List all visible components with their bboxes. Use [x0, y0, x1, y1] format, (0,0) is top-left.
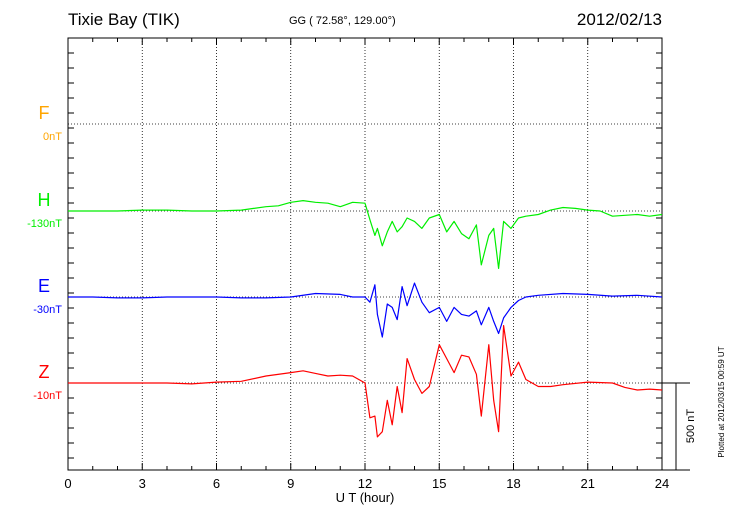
series-line-Z — [68, 325, 663, 438]
grid-lines — [68, 38, 662, 470]
series-line-E — [68, 282, 663, 338]
series-baseline-Z: -10nT — [33, 390, 62, 402]
x-tick-label-6: 6 — [213, 476, 220, 491]
series-label-H: H — [38, 190, 51, 210]
series-label-F: F — [39, 103, 50, 123]
station-coordinates: GG ( 72.58°, 129.00°) — [289, 15, 396, 27]
scale-bar: 500 nT — [662, 382, 697, 471]
plotted-timestamp: Plotted at 2012/03/15 00:59 UT — [717, 346, 726, 457]
series-baseline-F: 0nT — [43, 131, 62, 143]
series-label-E: E — [38, 276, 50, 296]
chart-title: Tixie Bay (TIK) — [68, 10, 180, 29]
axis-ticks — [67, 38, 663, 470]
x-tick-label-12: 12 — [358, 476, 372, 491]
chart-date: 2012/02/13 — [576, 10, 662, 29]
x-tick-label-9: 9 — [287, 476, 294, 491]
x-tick-label-3: 3 — [139, 476, 146, 491]
x-tick-label-0: 0 — [64, 476, 71, 491]
x-axis-label: U T (hour) — [336, 490, 395, 505]
series-line-H — [68, 200, 663, 269]
x-tick-label-18: 18 — [506, 476, 520, 491]
series-layer — [68, 200, 663, 438]
series-label-Z: Z — [39, 362, 50, 382]
series-baseline-H: -130nT — [27, 218, 62, 230]
series-baseline-E: -30nT — [33, 304, 62, 316]
component-labels: F 0nT H -130nT E -30nT Z -10nT — [27, 103, 62, 402]
x-tick-label-24: 24 — [655, 476, 669, 491]
x-tick-labels: 0 3 6 9 12 15 18 21 24 — [64, 476, 669, 491]
x-tick-label-21: 21 — [581, 476, 595, 491]
scale-bar-label: 500 nT — [685, 409, 697, 444]
x-tick-label-15: 15 — [432, 476, 446, 491]
